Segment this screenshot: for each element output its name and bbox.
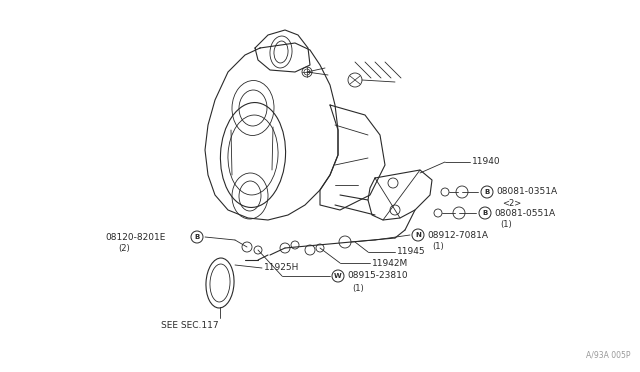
Text: 11945: 11945 xyxy=(397,247,426,257)
Text: <2>: <2> xyxy=(502,199,521,208)
Text: N: N xyxy=(415,232,421,238)
Text: 08915-23810: 08915-23810 xyxy=(347,272,408,280)
Text: W: W xyxy=(334,273,342,279)
Text: B: B xyxy=(484,189,490,195)
Text: SEE SEC.117: SEE SEC.117 xyxy=(161,321,219,330)
Text: 08912-7081A: 08912-7081A xyxy=(427,231,488,240)
Text: 11925H: 11925H xyxy=(264,263,300,273)
Text: 08081-0551A: 08081-0551A xyxy=(494,208,555,218)
Text: 11942M: 11942M xyxy=(372,259,408,267)
Text: 11940: 11940 xyxy=(472,157,500,167)
Text: 08081-0351A: 08081-0351A xyxy=(496,187,557,196)
Text: (2): (2) xyxy=(118,244,130,253)
Text: (1): (1) xyxy=(352,283,364,292)
Text: B: B xyxy=(483,210,488,216)
Text: B: B xyxy=(195,234,200,240)
Text: (1): (1) xyxy=(432,243,444,251)
Text: 08120-8201E: 08120-8201E xyxy=(105,232,165,241)
Text: A/93A 005P: A/93A 005P xyxy=(586,351,630,360)
Text: (1): (1) xyxy=(500,221,512,230)
